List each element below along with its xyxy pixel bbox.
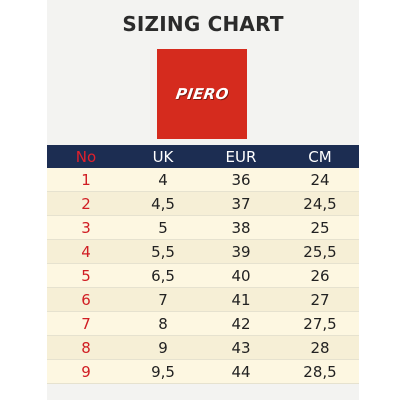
cell-cm: 25 — [281, 215, 359, 240]
cell-eur: 39 — [201, 239, 281, 264]
cell-eur: 38 — [201, 215, 281, 240]
cell-cm: 28,5 — [281, 359, 359, 384]
cell-eur: 43 — [201, 335, 281, 360]
table-body: 1 4 36 24 2 4,5 37 24,5 3 5 38 25 4 5,5 39 25,5 5 6,5 40 26… — [47, 168, 359, 384]
cell-no: 4 — [47, 239, 125, 264]
cell-uk: 9,5 — [125, 359, 201, 384]
cell-no: 5 — [47, 263, 125, 288]
cell-eur: 36 — [201, 168, 281, 192]
table-row: 7 8 42 27,5 — [47, 311, 359, 336]
cell-no: 7 — [47, 311, 125, 336]
piero-logo: PIERO — [157, 49, 247, 139]
cell-no: 8 — [47, 335, 125, 360]
table-row: 3 5 38 25 — [47, 215, 359, 240]
cell-no: 2 — [47, 191, 125, 216]
logo-text: PIERO — [174, 85, 230, 103]
table-row: 8 9 43 28 — [47, 335, 359, 360]
table-row: 1 4 36 24 — [47, 168, 359, 192]
sizing-table: No UK EUR CM 1 4 36 24 2 4,5 37 24,5 3 5 38 25 4 5,5 3… — [47, 145, 359, 384]
cell-cm: 25,5 — [281, 239, 359, 264]
sizing-chart-card: SIZING CHART PIERO No UK EUR CM 1 4 36 24 2 4… — [47, 0, 359, 400]
cell-eur: 40 — [201, 263, 281, 288]
cell-uk: 7 — [125, 287, 201, 312]
cell-uk: 4 — [125, 168, 201, 192]
table-header-row: No UK EUR CM — [47, 145, 359, 168]
cell-uk: 4,5 — [125, 191, 201, 216]
cell-uk: 6,5 — [125, 263, 201, 288]
table-row: 9 9,5 44 28,5 — [47, 359, 359, 384]
cell-eur: 42 — [201, 311, 281, 336]
header-no: No — [47, 145, 125, 168]
cell-uk: 8 — [125, 311, 201, 336]
header-uk: UK — [125, 145, 201, 168]
table-row: 2 4,5 37 24,5 — [47, 191, 359, 216]
cell-uk: 5,5 — [125, 239, 201, 264]
header-eur: EUR — [201, 145, 281, 168]
cell-no: 9 — [47, 359, 125, 384]
table-row: 5 6,5 40 26 — [47, 263, 359, 288]
cell-cm: 24 — [281, 168, 359, 192]
table-row: 4 5,5 39 25,5 — [47, 239, 359, 264]
cell-cm: 26 — [281, 263, 359, 288]
cell-cm: 27 — [281, 287, 359, 312]
cell-uk: 9 — [125, 335, 201, 360]
cell-cm: 28 — [281, 335, 359, 360]
table-row: 6 7 41 27 — [47, 287, 359, 312]
cell-no: 1 — [47, 168, 125, 192]
cell-no: 6 — [47, 287, 125, 312]
cell-no: 3 — [47, 215, 125, 240]
chart-title: SIZING CHART — [122, 12, 284, 36]
cell-cm: 27,5 — [281, 311, 359, 336]
cell-eur: 41 — [201, 287, 281, 312]
cell-uk: 5 — [125, 215, 201, 240]
cell-cm: 24,5 — [281, 191, 359, 216]
cell-eur: 44 — [201, 359, 281, 384]
header-cm: CM — [281, 145, 359, 168]
cell-eur: 37 — [201, 191, 281, 216]
